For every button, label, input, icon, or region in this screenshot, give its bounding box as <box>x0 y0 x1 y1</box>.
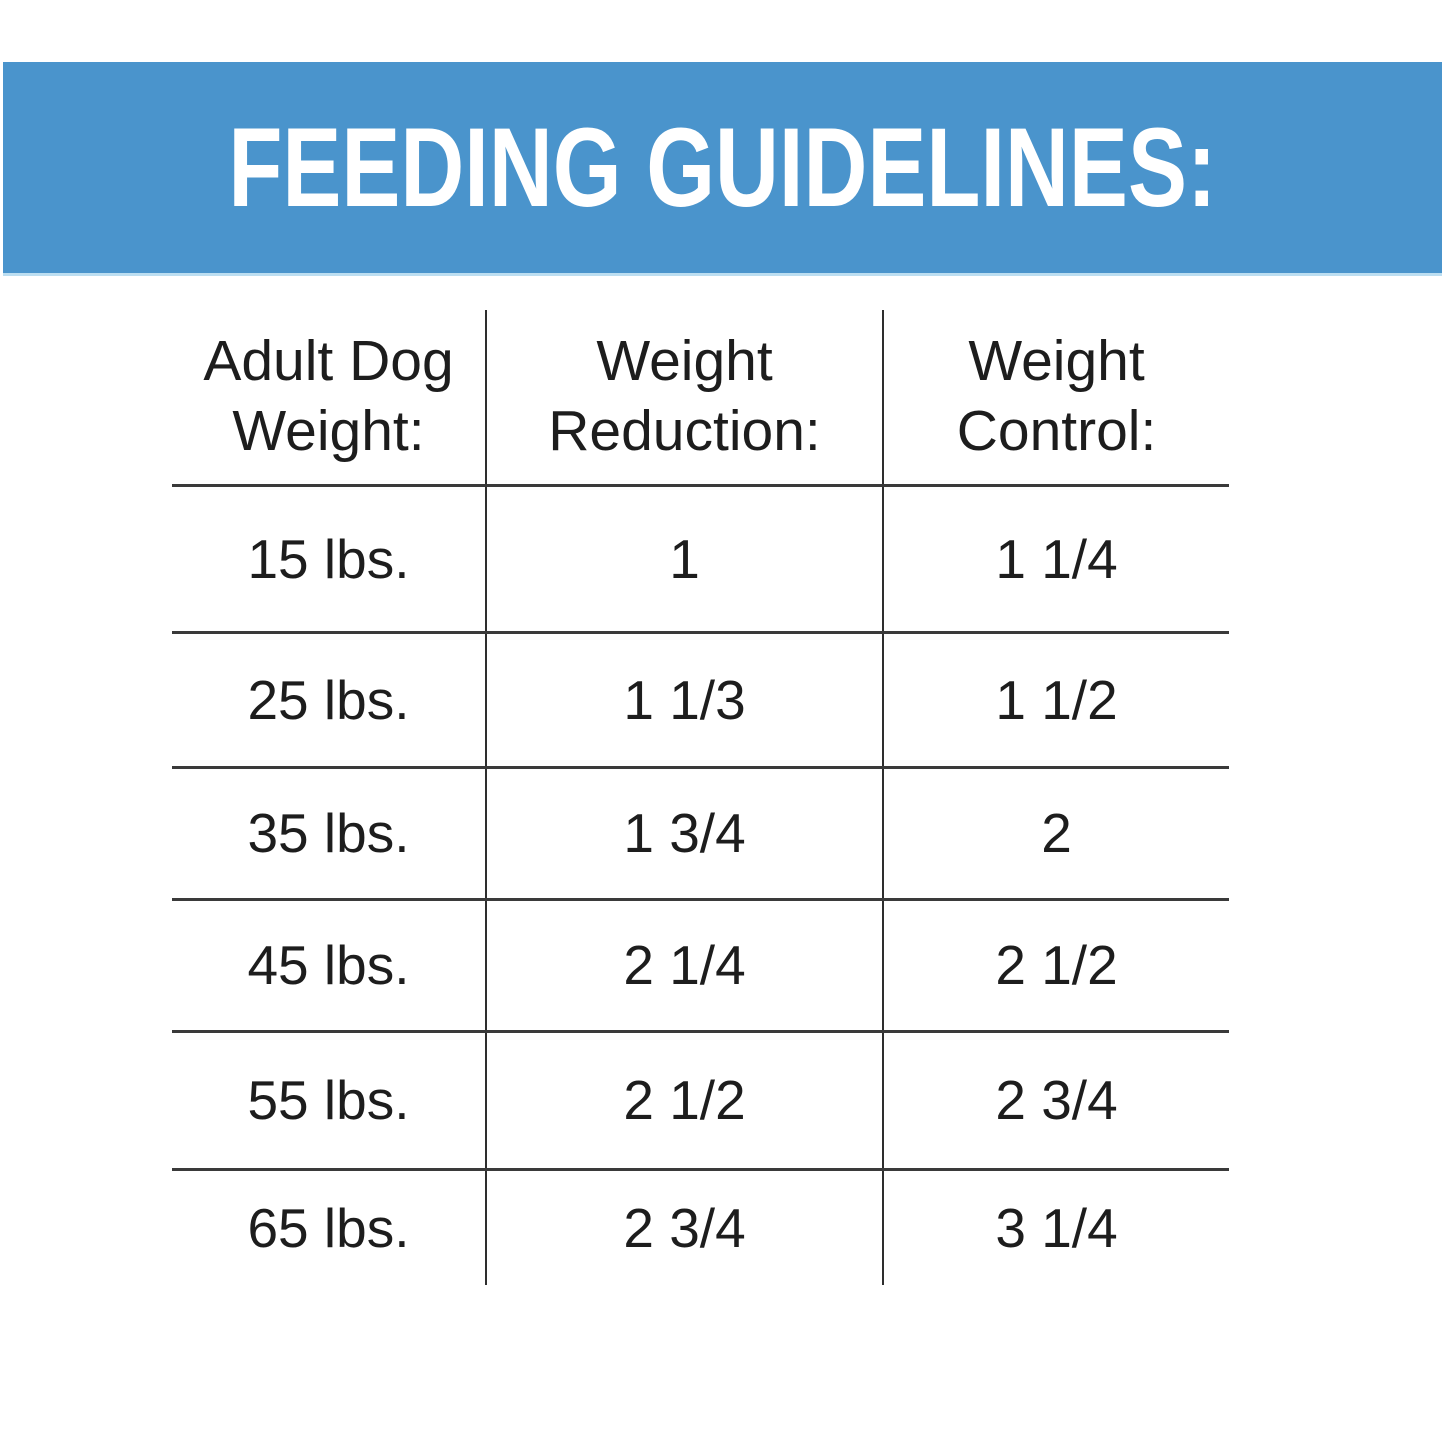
header-adult-dog-weight: Adult Dog Weight: <box>172 310 486 487</box>
table-row: 45 lbs. 2 1/4 2 1/2 <box>172 899 1229 1033</box>
weight-reduction-cell: 2 3/4 <box>485 1169 884 1285</box>
header-line: Adult Dog <box>203 329 454 394</box>
adult-weight-cell: 55 lbs. <box>172 1031 486 1171</box>
weight-control-cell: 2 <box>883 767 1229 901</box>
table-row: 25 lbs. 1 1/3 1 1/2 <box>172 632 1229 769</box>
weight-control-cell: 3 1/4 <box>995 1196 1118 1259</box>
weight-control-cell: 2 3/4 <box>883 1031 1229 1171</box>
header-line: Reduction: <box>548 398 821 463</box>
adult-weight-cell: 25 lbs. <box>172 632 486 769</box>
header-line: Control: <box>956 398 1157 463</box>
adult-weight-cell: 65 lbs. <box>247 1196 410 1259</box>
page-title: FEEDING GUIDELINES: <box>228 105 1217 230</box>
feeding-guidelines-table: Adult Dog Weight: Weight Reduction: Weig… <box>172 310 1229 1285</box>
table-row: 55 lbs. 2 1/2 2 3/4 <box>172 1031 1229 1171</box>
weight-reduction-cell: 1 1/3 <box>485 632 884 769</box>
table-row: 15 lbs. 1 1 1/4 <box>172 485 1229 634</box>
header-line: Weight <box>596 329 773 394</box>
weight-reduction-cell: 1 <box>485 485 884 634</box>
header-line: Weight: <box>232 398 425 463</box>
weight-reduction-cell: 1 3/4 <box>485 767 884 901</box>
weight-reduction-cell: 2 1/2 <box>485 1031 884 1171</box>
title-banner: FEEDING GUIDELINES: <box>3 62 1442 276</box>
header-weight-reduction: Weight Reduction: <box>485 310 884 487</box>
adult-weight-cell: 35 lbs. <box>172 767 486 901</box>
table-header-row: Adult Dog Weight: Weight Reduction: Weig… <box>172 310 1229 487</box>
weight-control-cell: 1 1/4 <box>883 485 1229 634</box>
header-weight-control: Weight Control: <box>883 310 1229 487</box>
adult-weight-cell: 15 lbs. <box>172 485 486 634</box>
header-line: Weight <box>968 329 1145 394</box>
table-row: 35 lbs. 1 3/4 2 <box>172 767 1229 901</box>
weight-control-cell: 2 1/2 <box>883 899 1229 1033</box>
table-row: 65 lbs. 2 3/4 3 1/4 <box>172 1169 1229 1285</box>
adult-weight-cell: 45 lbs. <box>172 899 486 1033</box>
weight-reduction-cell: 2 1/4 <box>485 899 884 1033</box>
weight-control-cell: 1 1/2 <box>883 632 1229 769</box>
